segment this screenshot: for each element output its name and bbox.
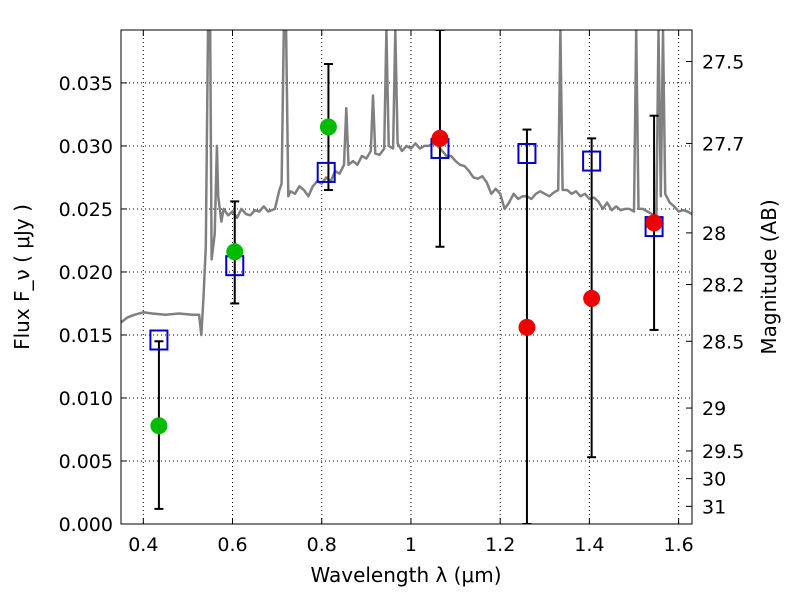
x-tick-label: 1.2	[485, 534, 515, 556]
plot-area	[121, 30, 692, 524]
x-axis-title: Wavelength λ (μm)	[310, 563, 501, 587]
spectrum-line	[121, 30, 692, 337]
right-tick-label: 29.5	[702, 441, 744, 463]
right-tick-label: 31	[702, 496, 726, 518]
x-tick-label: 1.6	[664, 534, 694, 556]
data-point	[518, 318, 536, 336]
right-tick-label: 30	[702, 469, 726, 491]
y-tick-label: 0.035	[59, 73, 113, 95]
right-tick-label: 29	[702, 398, 726, 420]
model-square	[149, 329, 169, 351]
x-tick-label: 0.8	[307, 534, 337, 556]
y-tick-label: 0.025	[59, 199, 113, 221]
model-square	[582, 150, 602, 172]
data-point	[583, 289, 601, 307]
model-square	[517, 143, 537, 164]
y-axis-right: 27.5 27.7 28 28.2 28.5 29 29.5 30 31	[686, 52, 744, 518]
right-tick-label: 27.5	[702, 52, 744, 74]
x-tick-label: 1.4	[574, 534, 604, 556]
x-tick-label: 0.4	[128, 534, 158, 556]
plot-frame	[120, 29, 693, 525]
right-tick-label: 28.5	[702, 331, 744, 353]
x-axis: 0.4 0.6 0.8 1 1.2 1.4 1.6	[128, 30, 694, 556]
x-tick-label: 1	[405, 534, 417, 556]
data-point	[431, 129, 449, 147]
right-tick-label: 27.7	[702, 133, 744, 155]
y-tick-label: 0.020	[59, 262, 113, 284]
model-square	[316, 161, 336, 183]
right-tick-label: 28.2	[702, 275, 744, 297]
y-tick-label: 0.000	[59, 514, 113, 536]
y-axis-title: Flux F_ν ( μJy )	[10, 204, 34, 350]
data-point	[319, 118, 337, 136]
data-point	[645, 214, 663, 232]
x-tick-label: 0.6	[217, 534, 247, 556]
y-axis-left: 0.000 0.005 0.010 0.015 0.020 0.025 0.030 0.035	[59, 73, 127, 536]
right-axis-title: Magnitude (AB)	[757, 199, 781, 354]
y-tick-label: 0.010	[59, 388, 113, 410]
data-point	[150, 417, 168, 435]
data-point	[226, 243, 244, 261]
right-tick-label: 28	[702, 223, 726, 245]
y-tick-label: 0.030	[59, 136, 113, 158]
y-tick-label: 0.015	[59, 325, 113, 347]
y-tick-label: 0.005	[59, 451, 113, 473]
